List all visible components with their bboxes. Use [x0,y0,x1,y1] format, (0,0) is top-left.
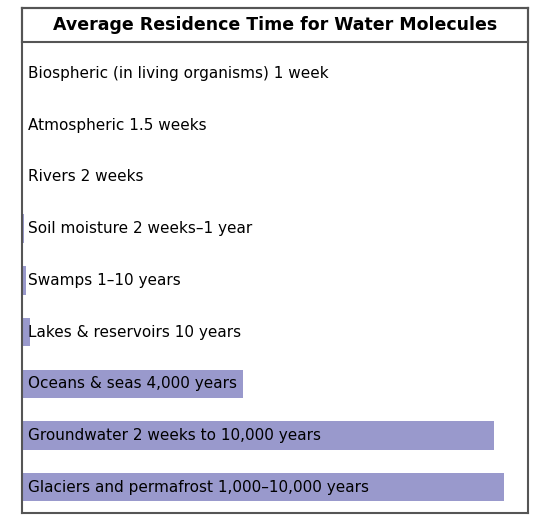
Bar [22,370,243,398]
Text: Rivers 2 weeks: Rivers 2 weeks [28,169,143,185]
Bar [22,266,26,295]
Text: Oceans & seas 4,000 years: Oceans & seas 4,000 years [28,376,237,391]
Text: Groundwater 2 weeks to 10,000 years: Groundwater 2 weeks to 10,000 years [28,428,320,443]
Bar [22,473,504,501]
Bar [22,163,23,191]
Text: Atmospheric 1.5 weeks: Atmospheric 1.5 weeks [28,117,206,133]
Bar [22,214,24,243]
Text: Glaciers and permafrost 1,000–10,000 years: Glaciers and permafrost 1,000–10,000 yea… [28,480,368,495]
Text: Average Residence Time for Water Molecules: Average Residence Time for Water Molecul… [53,16,497,34]
Bar [22,421,494,450]
Text: Swamps 1–10 years: Swamps 1–10 years [28,273,180,288]
Text: Lakes & reservoirs 10 years: Lakes & reservoirs 10 years [28,325,240,340]
Text: Soil moisture 2 weeks–1 year: Soil moisture 2 weeks–1 year [28,221,252,236]
Text: Biospheric (in living organisms) 1 week: Biospheric (in living organisms) 1 week [28,66,328,81]
Bar [22,318,30,346]
